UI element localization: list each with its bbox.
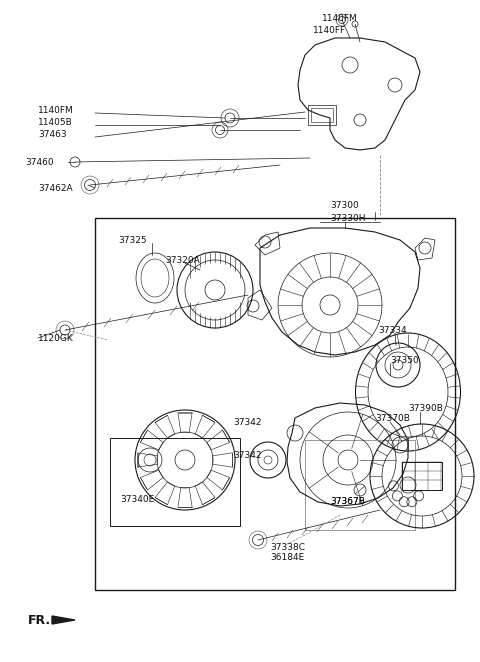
Text: 37320A: 37320A bbox=[165, 256, 200, 265]
Text: 37350: 37350 bbox=[390, 355, 419, 365]
Text: 37370B: 37370B bbox=[375, 414, 410, 422]
Text: 37367B: 37367B bbox=[330, 498, 365, 506]
Bar bbox=[110, 438, 240, 526]
Text: 1140FM: 1140FM bbox=[38, 105, 74, 115]
Text: 37462A: 37462A bbox=[38, 183, 72, 193]
Bar bbox=[308, 105, 336, 125]
Text: 37334: 37334 bbox=[378, 326, 407, 334]
Text: 37300: 37300 bbox=[330, 201, 359, 209]
Text: 11405B: 11405B bbox=[38, 117, 73, 126]
Text: 1120GK: 1120GK bbox=[38, 334, 74, 342]
Text: 37338C: 37338C bbox=[270, 544, 305, 553]
Text: 37460: 37460 bbox=[25, 158, 54, 167]
Text: 1140FF: 1140FF bbox=[313, 26, 347, 34]
Text: 37463: 37463 bbox=[38, 130, 67, 138]
Text: 37330H: 37330H bbox=[330, 214, 365, 222]
Bar bbox=[402, 462, 442, 490]
Text: 37342: 37342 bbox=[233, 418, 262, 426]
Text: 36184E: 36184E bbox=[270, 553, 304, 563]
Text: 37340E: 37340E bbox=[120, 495, 154, 504]
Text: 37390B: 37390B bbox=[408, 404, 443, 412]
Text: FR.: FR. bbox=[28, 614, 51, 626]
Text: 37367B: 37367B bbox=[330, 498, 365, 506]
Text: 37325: 37325 bbox=[118, 236, 146, 244]
Text: 1140FM: 1140FM bbox=[322, 13, 358, 23]
Polygon shape bbox=[52, 616, 75, 624]
Bar bbox=[305, 440, 415, 530]
Text: 37342: 37342 bbox=[233, 451, 262, 459]
Bar bbox=[95, 218, 455, 590]
Bar bbox=[311, 108, 333, 122]
